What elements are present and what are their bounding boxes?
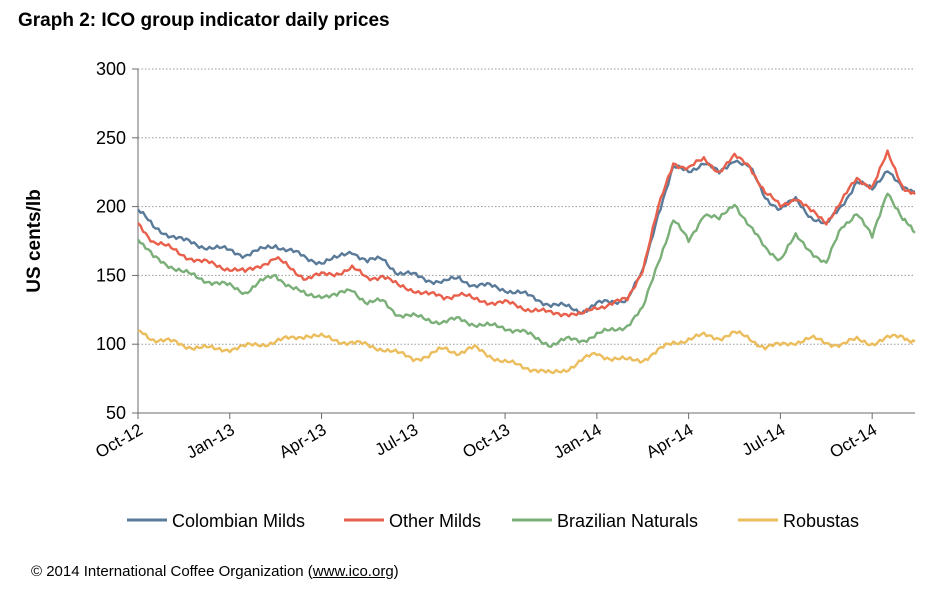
legend-label-robustas: Robustas (783, 511, 859, 531)
copyright-suffix: ) (393, 563, 399, 580)
axes (132, 68, 915, 419)
series-lines (137, 149, 916, 375)
y-tick-label-200: 200 (96, 197, 126, 217)
x-tick-label-Apr-14: Apr-14 (643, 420, 697, 462)
series-line-other-milds (137, 149, 916, 318)
legend-label-brazilian-naturals: Brazilian Naturals (557, 511, 698, 531)
legend-label-colombian-milds: Colombian Milds (172, 511, 305, 531)
x-tick-label-Jul-13: Jul-13 (372, 420, 422, 460)
series-line-brazilian-naturals (137, 192, 916, 348)
x-tick-label-Apr-13: Apr-13 (276, 420, 330, 462)
y-tick-label-250: 250 (96, 128, 126, 148)
copyright-notice: © 2014 International Coffee Organization… (31, 563, 399, 580)
y-tick-label-150: 150 (96, 265, 126, 285)
series-line-robustas (137, 329, 916, 375)
x-tick-labels: Oct-12 Jan-13 Apr-13 Jul-13 Oct-13 Jan-14 Apr-… (92, 420, 880, 462)
x-tick-label-Oct-12: Oct-12 (92, 420, 146, 462)
y-axis-label: US cents/lb (24, 189, 45, 292)
x-tick-label-Jan-13: Jan-13 (183, 420, 238, 462)
y-tick-label-50: 50 (106, 403, 126, 423)
series-line-colombian-milds (137, 159, 916, 315)
y-tick-label-300: 300 (96, 59, 126, 79)
x-tick-label-Jul-14: Jul-14 (739, 420, 789, 460)
x-tick-label-Jan-14: Jan-14 (550, 420, 605, 462)
legend: Colombian Milds Other Milds Brazilian Natu… (127, 511, 859, 531)
ico-website-link[interactable]: www.ico.org (312, 563, 394, 580)
copyright-text: © 2014 International Coffee Organization… (31, 563, 313, 580)
legend-label-other-milds: Other Milds (389, 511, 481, 531)
gridlines (138, 68, 915, 345)
x-tick-label-Oct-13: Oct-13 (459, 420, 513, 462)
y-tick-labels: 50 100 150 200 250 300 (96, 59, 126, 423)
y-tick-label-100: 100 (96, 334, 126, 354)
chart-title: Graph 2: ICO group indicator daily price… (18, 10, 390, 31)
x-tick-label-Oct-14: Oct-14 (826, 420, 880, 462)
